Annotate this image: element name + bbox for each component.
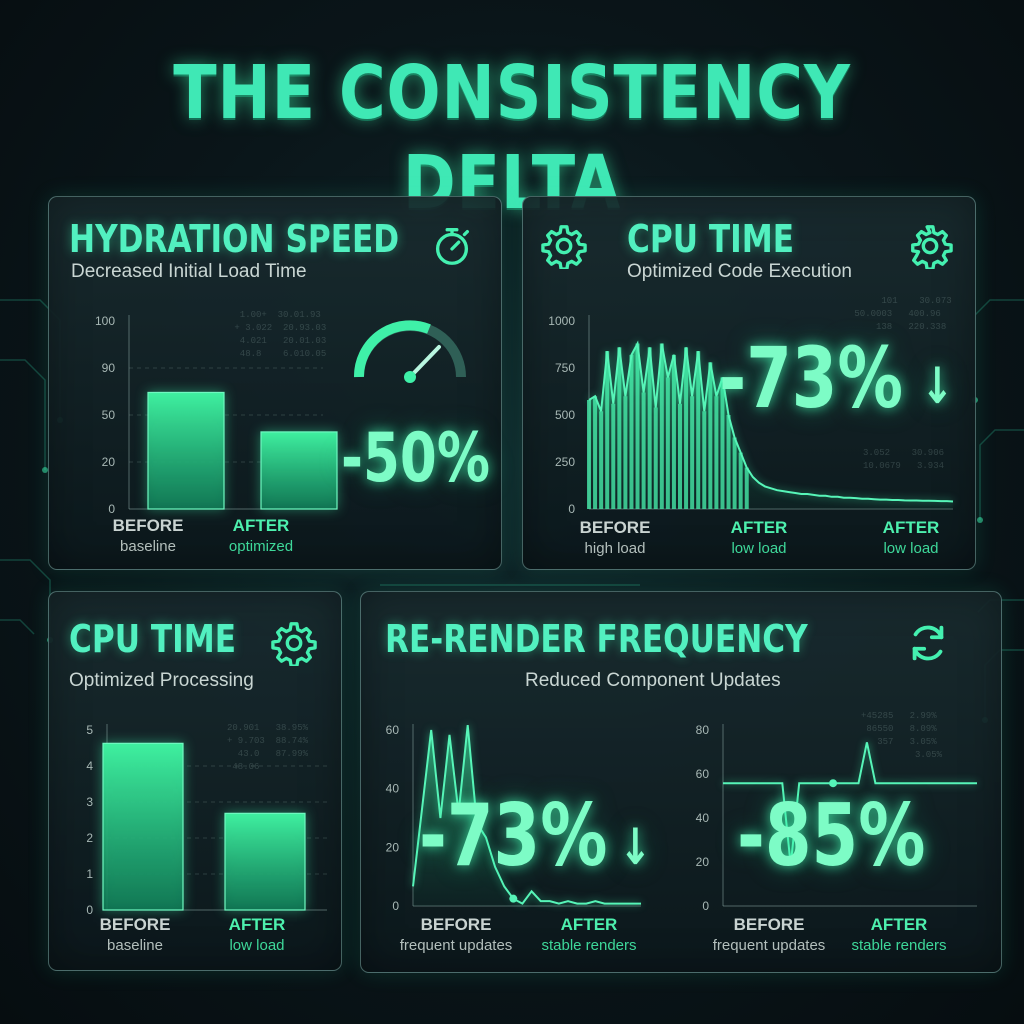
faint-readout: 20.901 38.95% + 9.703 88.74% 43.0 87.99%… — [227, 723, 309, 772]
rerender-frequency-panel: RE-RENDER FREQUENCY Reduced Component Up… — [360, 591, 1002, 973]
series-line — [412, 724, 641, 905]
data-point — [829, 779, 838, 788]
caption-after: AFTER optimized — [228, 516, 294, 555]
gear-icon — [541, 223, 587, 269]
speedometer-icon — [349, 315, 471, 387]
faint-readout: 1.00+ 30.01.93 + 3.022 20.93.03 4.021 20… — [234, 310, 327, 359]
y-tick-label: 250 — [555, 455, 575, 469]
y-tick-label: 60 — [386, 723, 400, 737]
caption-before: BEFORE high load — [579, 518, 651, 557]
caption-before: BEFORE frequent updates — [712, 915, 826, 954]
rerender-right-line-chart: 80 60 40 20 0 — [696, 723, 977, 913]
hydration-delta: -50% — [341, 419, 490, 498]
panel-title: HYDRATION SPEED — [69, 217, 400, 261]
y-tick-label: 1000 — [548, 314, 575, 328]
panel-title: CPU TIME — [627, 217, 794, 261]
caption-after: AFTER low load — [730, 518, 788, 557]
series-line — [723, 742, 977, 866]
cpu-processing-bar-chart: 5 4 3 2 1 0 — [86, 723, 327, 917]
y-tick-label: 40 — [386, 782, 400, 796]
panel-title: CPU TIME — [69, 617, 236, 661]
panel-subtitle: Optimized Processing — [69, 670, 254, 691]
faint-readout: 101 30.073 50.0003 400.96 138 220.338 — [854, 296, 952, 332]
rerender-left-delta: -73% — [419, 786, 608, 886]
series-area — [413, 725, 641, 906]
cpu-delta: -73% — [719, 329, 904, 427]
caption-after: AFTER low load — [228, 915, 286, 954]
cpu-time-execution-panel: CPU TIME Optimized Code Execution 101 30… — [522, 196, 976, 570]
bar-after — [260, 431, 338, 510]
y-tick-label: 80 — [696, 723, 710, 737]
y-tick-label: 1 — [86, 867, 93, 881]
y-tick-label: 500 — [555, 408, 575, 422]
y-tick-label: 0 — [86, 903, 93, 917]
caption-before: BEFORE baseline — [99, 915, 171, 954]
y-tick-label: 3 — [86, 795, 93, 809]
caption-after: AFTER low load — [882, 518, 940, 557]
panel-title: RE-RENDER FREQUENCY — [385, 617, 808, 661]
faint-readout: +45285 2.99% 86550 8.09% 357 3.05% 3.05% — [861, 711, 943, 760]
y-tick-label: 100 — [95, 314, 115, 328]
y-tick-label: 0 — [568, 502, 575, 516]
hydration-bar-chart: 100 90 50 20 0 — [95, 314, 338, 516]
rerender-left-line-chart: 60 40 20 0 — [386, 723, 641, 913]
down-arrow-icon: ↓ — [619, 818, 652, 876]
data-point — [509, 894, 518, 903]
y-tick-label: 2 — [86, 831, 93, 845]
panel-subtitle: Decreased Initial Load Time — [71, 261, 307, 282]
bar-after — [224, 812, 306, 911]
y-tick-label: 90 — [102, 361, 116, 375]
caption-before: BEFORE frequent updates — [399, 915, 513, 954]
panel-subtitle: Reduced Component Updates — [525, 670, 781, 691]
y-tick-label: 50 — [102, 408, 116, 422]
gear-icon — [907, 223, 953, 269]
y-tick-label: 0 — [392, 899, 399, 913]
faint-readout: 3.052 30.906 10.0679 3.934 — [863, 448, 945, 471]
y-tick-label: 20 — [102, 455, 116, 469]
caption-before: BEFORE baseline — [112, 516, 184, 555]
cpu-area-chart: 1000 750 500 250 0 — [548, 314, 954, 516]
y-tick-label: 20 — [386, 840, 400, 854]
bar-before — [102, 742, 184, 911]
y-tick-label: 20 — [696, 855, 710, 869]
y-tick-label: 0 — [108, 502, 115, 516]
y-tick-label: 60 — [696, 767, 710, 781]
bar-before — [147, 391, 225, 510]
y-tick-label: 5 — [86, 723, 93, 737]
gear-icon — [271, 620, 317, 666]
refresh-icon — [905, 620, 951, 666]
rerender-right-delta: -85% — [737, 786, 926, 886]
caption-after: AFTER stable renders — [851, 915, 947, 954]
y-tick-label: 0 — [702, 899, 709, 913]
caption-after: AFTER stable renders — [541, 915, 637, 954]
series-line — [588, 340, 954, 503]
y-tick-label: 40 — [696, 811, 710, 825]
hydration-speed-panel: HYDRATION SPEED Decreased Initial Load T… — [48, 196, 502, 570]
y-tick-label: 750 — [555, 361, 575, 375]
cpu-time-processing-panel: CPU TIME Optimized Processing 20.901 38.… — [48, 591, 342, 971]
panel-subtitle: Optimized Code Execution — [627, 261, 852, 282]
stopwatch-icon — [429, 223, 475, 269]
y-tick-label: 4 — [86, 759, 93, 773]
down-arrow-icon: ↓ — [921, 357, 954, 415]
